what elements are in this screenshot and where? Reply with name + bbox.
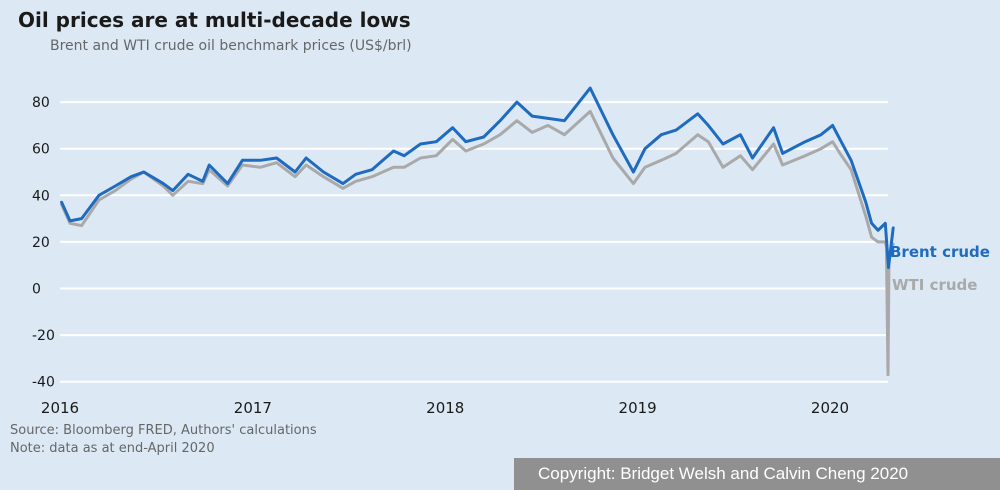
brent-crude-line xyxy=(60,86,895,269)
x-tick-label: 2018 xyxy=(426,399,464,417)
source-line: Source: Bloomberg FRED, Authors' calcula… xyxy=(10,423,317,438)
wti-crude-line xyxy=(60,109,895,377)
y-tick-label: 0 xyxy=(32,282,41,298)
brent-crude-label: Brent crude xyxy=(890,243,990,261)
y-tick-label: 80 xyxy=(32,95,50,111)
x-tick-label: 2020 xyxy=(811,399,849,417)
x-tick-label: 2019 xyxy=(619,399,657,417)
chart-title: Oil prices are at multi-decade lows xyxy=(18,8,411,32)
note-line: Note: data as at end-April 2020 xyxy=(10,441,215,456)
copyright-banner: Copyright: Bridget Welsh and Calvin Chen… xyxy=(514,458,1000,490)
wti-crude-label: WTI crude xyxy=(892,276,977,294)
y-tick-label: 40 xyxy=(32,188,50,204)
x-tick-label: 2016 xyxy=(41,399,79,417)
y-tick-label: -40 xyxy=(32,375,55,391)
y-tick-label: 20 xyxy=(32,235,50,251)
source-notes: Source: Bloomberg FRED, Authors' calcula… xyxy=(10,422,317,458)
y-tick-label: 60 xyxy=(32,142,50,158)
chart-subtitle: Brent and WTI crude oil benchmark prices… xyxy=(50,38,412,54)
x-tick-label: 2017 xyxy=(234,399,272,417)
chart-canvas: 80 60 40 20 0 -20 -40 2016 2017 2018 2019 2020 Brent… xyxy=(32,86,990,417)
y-tick-label: -20 xyxy=(32,328,55,344)
